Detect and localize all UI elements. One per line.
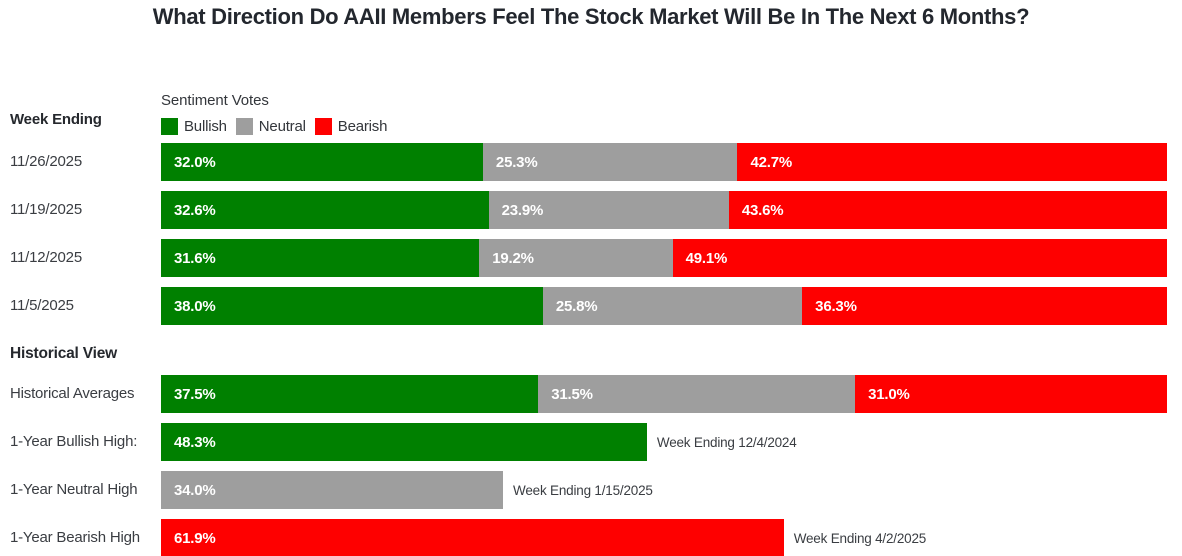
neutral-segment: 31.5% xyxy=(538,375,856,413)
stacked-bar: 37.5% 31.5% 31.0% xyxy=(161,375,1167,413)
segment-value: 31.6% xyxy=(174,249,216,267)
neutral-legend-label: Neutral xyxy=(258,118,306,135)
neutral-segment: 25.3% xyxy=(482,143,738,181)
row-label: 11/19/2025 xyxy=(10,201,82,218)
stacked-bar: 31.6% 19.2% 49.1% xyxy=(161,239,1167,277)
bullish-segment: 32.0% xyxy=(161,143,483,181)
chart-title: What Direction Do AAII Members Feel The … xyxy=(152,4,1030,29)
row-label: 11/26/2025 xyxy=(10,153,82,170)
bar-row-bullish-high: 1-Year Bullish High: 48.3% Week Ending 1… xyxy=(0,423,1167,471)
bar-value: 61.9% xyxy=(174,529,216,547)
single-bar-track: 34.0% Week Ending 1/15/2025 xyxy=(161,471,1167,509)
single-bar-track: 48.3% Week Ending 12/4/2024 xyxy=(161,423,1167,461)
bearish-segment: 36.3% xyxy=(802,287,1167,325)
segment-value: 43.6% xyxy=(741,201,784,219)
bar-row-neutral-high: 1-Year Neutral High 34.0% Week Ending 1/… xyxy=(0,471,1167,519)
segment-value: 31.0% xyxy=(868,385,910,403)
bar-annotation: Week Ending 1/15/2025 xyxy=(513,482,653,498)
row-label: 1-Year Neutral High xyxy=(10,481,138,498)
segment-value: 37.5% xyxy=(174,385,216,403)
bar-value: 48.3% xyxy=(174,433,216,451)
bar-annotation: Week Ending 12/4/2024 xyxy=(656,434,797,450)
segment-value: 32.0% xyxy=(174,153,216,171)
neutral-segment: 19.2% xyxy=(479,239,673,277)
segment-value: 25.3% xyxy=(495,153,538,171)
sentiment-chart-page: What Direction Do AAII Members Feel The … xyxy=(0,4,1182,556)
segment-value: 38.0% xyxy=(174,297,216,315)
row-label: Historical Averages xyxy=(10,385,135,402)
segment-value: 23.9% xyxy=(501,201,544,219)
chart-body: Week Ending Sentiment Votes Bullish Neut… xyxy=(0,85,1182,556)
bearish-segment: 49.1% xyxy=(672,239,1167,277)
bar-value: 34.0% xyxy=(174,481,216,499)
row-label: 11/5/2025 xyxy=(10,297,74,314)
bar-row-week-0: 11/26/2025 32.0% 25.3% 42.7% xyxy=(0,143,1167,191)
bearish-segment: 43.6% xyxy=(728,191,1167,229)
bullish-high-bar: 48.3% xyxy=(161,423,647,461)
segment-value: 25.8% xyxy=(555,297,598,315)
bearish-legend-label: Bearish xyxy=(337,118,388,135)
bullish-segment: 31.6% xyxy=(161,239,480,277)
historical-view-heading: Historical View xyxy=(10,345,117,362)
bar-annotation: Week Ending 4/2/2025 xyxy=(793,530,927,546)
bearish-high-bar: 61.9% xyxy=(161,519,784,556)
segment-value: 42.7% xyxy=(750,153,792,171)
segment-value: 49.1% xyxy=(685,249,728,267)
neutral-segment: 25.8% xyxy=(542,287,803,325)
stacked-bar: 32.0% 25.3% 42.7% xyxy=(161,143,1167,181)
bullish-segment: 32.6% xyxy=(161,191,489,229)
bullish-segment: 38.0% xyxy=(161,287,543,325)
bullish-legend-swatch xyxy=(161,118,178,135)
bar-row-week-3: 11/5/2025 38.0% 25.8% 36.3% xyxy=(0,287,1167,335)
row-label: 1-Year Bullish High: xyxy=(10,433,138,450)
bullish-segment: 37.5% xyxy=(161,375,539,413)
bullish-legend-label: Bullish xyxy=(184,118,227,135)
segment-value: 31.5% xyxy=(551,385,593,403)
legend-title: Sentiment Votes xyxy=(161,92,269,109)
bearish-segment: 42.7% xyxy=(737,143,1167,181)
neutral-legend-swatch xyxy=(235,118,253,135)
legend: Sentiment Votes Bullish Neutral Bearish xyxy=(161,92,1167,143)
bar-row-week-2: 11/12/2025 31.6% 19.2% 49.1% xyxy=(0,239,1167,287)
stacked-bar: 38.0% 25.8% 36.3% xyxy=(161,287,1167,325)
single-bar-track: 61.9% Week Ending 4/2/2025 xyxy=(161,519,1167,556)
legend-items: Bullish Neutral Bearish xyxy=(161,118,1167,135)
segment-value: 36.3% xyxy=(815,297,857,315)
stacked-bar: 32.6% 23.9% 43.6% xyxy=(161,191,1167,229)
bar-row-bearish-high: 1-Year Bearish High 61.9% Week Ending 4/… xyxy=(0,519,1167,556)
row-label: 1-Year Bearish High xyxy=(10,529,140,546)
bar-row-historical-averages: Historical Averages 37.5% 31.5% 31.0% xyxy=(0,375,1167,423)
bearish-segment: 31.0% xyxy=(855,375,1167,413)
bar-row-week-1: 11/19/2025 32.6% 23.9% 43.6% xyxy=(0,191,1167,239)
legend-row: Week Ending Sentiment Votes Bullish Neut… xyxy=(0,85,1167,143)
segment-value: 19.2% xyxy=(492,249,534,267)
week-ending-header: Week Ending xyxy=(10,111,102,128)
bearish-legend-swatch xyxy=(314,118,332,135)
row-label: 11/12/2025 xyxy=(10,249,82,266)
neutral-high-bar: 34.0% xyxy=(161,471,504,509)
neutral-segment: 23.9% xyxy=(488,191,729,229)
segment-value: 32.6% xyxy=(174,201,216,219)
